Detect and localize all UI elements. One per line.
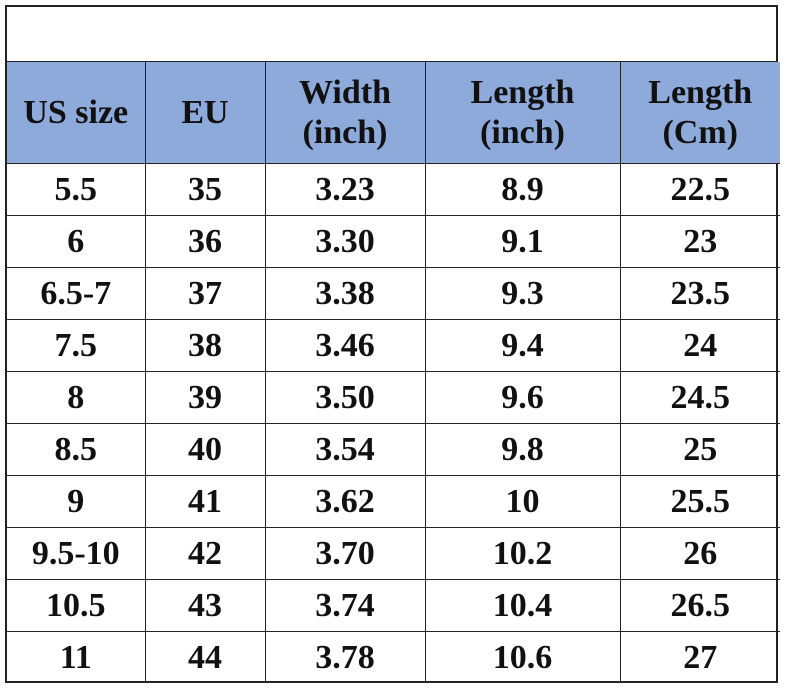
cell: 23.5	[619, 267, 780, 320]
blank-row	[7, 7, 776, 62]
cell: 24.5	[619, 371, 780, 424]
cell: 3.30	[264, 215, 426, 268]
cell: 3.74	[264, 579, 426, 632]
cell: 9.5-10	[7, 527, 146, 580]
cell: 3.70	[264, 527, 426, 580]
cell: 36	[144, 215, 266, 268]
cell: 40	[144, 423, 266, 476]
cell: 9.8	[424, 423, 621, 476]
cell: 22.5	[619, 163, 780, 216]
cell: 42	[144, 527, 266, 580]
cell: 10.5	[7, 579, 146, 632]
data-row: 7.5 38 3.46 9.4 24	[7, 319, 780, 372]
cell: 3.46	[264, 319, 426, 372]
data-row: 5.5 35 3.23 8.9 22.5	[7, 163, 780, 216]
cell: 26.5	[619, 579, 780, 632]
cell: 9.6	[424, 371, 621, 424]
cell: 35	[144, 163, 266, 216]
data-row: 6.5-7 37 3.38 9.3 23.5	[7, 267, 780, 320]
cell: 27	[619, 631, 780, 683]
header-cell: Width (inch)	[264, 62, 426, 164]
cell: 43	[144, 579, 266, 632]
cell: 3.23	[264, 163, 426, 216]
data-row: 8.5 40 3.54 9.8 25	[7, 423, 780, 476]
cell: 7.5	[7, 319, 146, 372]
header-cell: EU	[144, 62, 266, 164]
data-row: 9 41 3.62 10 25.5	[7, 475, 780, 528]
cell: 38	[144, 319, 266, 372]
data-row: 11 44 3.78 10.6 27	[7, 631, 780, 683]
cell: 3.38	[264, 267, 426, 320]
header-cell: Length (Cm)	[619, 62, 780, 164]
cell: 39	[144, 371, 266, 424]
cell: 10.4	[424, 579, 621, 632]
data-row: 6 36 3.30 9.1 23	[7, 215, 780, 268]
header-cell: US size	[7, 62, 146, 164]
cell: 11	[7, 631, 146, 683]
cell: 9.4	[424, 319, 621, 372]
header-row: US size EU Width (inch) Length (inch) Length…	[7, 62, 780, 164]
data-row: 8 39 3.50 9.6 24.5	[7, 371, 780, 424]
cell: 3.62	[264, 475, 426, 528]
cell: 25	[619, 423, 780, 476]
cell: 6.5-7	[7, 267, 146, 320]
cell: 3.50	[264, 371, 426, 424]
cell: 6	[7, 215, 146, 268]
cell: 5.5	[7, 163, 146, 216]
table-body: US size EU Width (inch) Length (inch) Length…	[7, 62, 780, 683]
cell: 23	[619, 215, 780, 268]
cell: 3.78	[264, 631, 426, 683]
data-row: 10.5 43 3.74 10.4 26.5	[7, 579, 780, 632]
cell: 9.3	[424, 267, 621, 320]
cell: 41	[144, 475, 266, 528]
cell: 3.54	[264, 423, 426, 476]
cell: 8.5	[7, 423, 146, 476]
cell: 10.2	[424, 527, 621, 580]
cell: 26	[619, 527, 780, 580]
size-chart: US size EU Width (inch) Length (inch) Length…	[5, 5, 780, 683]
cell: 25.5	[619, 475, 780, 528]
cell: 24	[619, 319, 780, 372]
cell: 9	[7, 475, 146, 528]
cell: 8	[7, 371, 146, 424]
cell: 37	[144, 267, 266, 320]
cell: 44	[144, 631, 266, 683]
cell: 9.1	[424, 215, 621, 268]
header-cell: Length (inch)	[424, 62, 621, 164]
size-table: US size EU Width (inch) Length (inch) Length…	[7, 62, 780, 683]
data-row: 9.5-10 42 3.70 10.2 26	[7, 527, 780, 580]
cell: 8.9	[424, 163, 621, 216]
cell: 10	[424, 475, 621, 528]
cell: 10.6	[424, 631, 621, 683]
